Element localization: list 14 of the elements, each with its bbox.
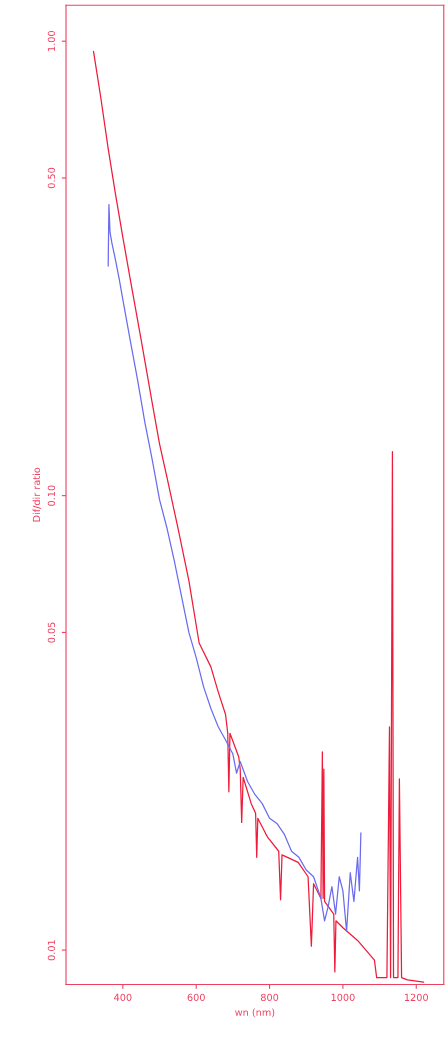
y-tick-label: 0.10: [47, 485, 56, 506]
x-axis-title: wn (nm): [235, 1008, 275, 1018]
y-tick-label: 1.00: [47, 31, 56, 51]
x-tick-label: 1000: [331, 993, 355, 1002]
x-tick-label: 400: [114, 993, 132, 1002]
x-tick-label: 800: [260, 993, 279, 1002]
y-tick-label: 0.05: [47, 622, 56, 643]
y-tick-label: 0.01: [47, 940, 56, 961]
x-tick-label: 600: [187, 993, 205, 1002]
line-series: [107, 203, 362, 932]
line-series: [92, 50, 425, 983]
y-tick-label: 0.50: [47, 167, 56, 189]
y-axis-title: Dif/dir ratio: [32, 467, 41, 522]
x-tick-label: 1200: [404, 993, 428, 1002]
